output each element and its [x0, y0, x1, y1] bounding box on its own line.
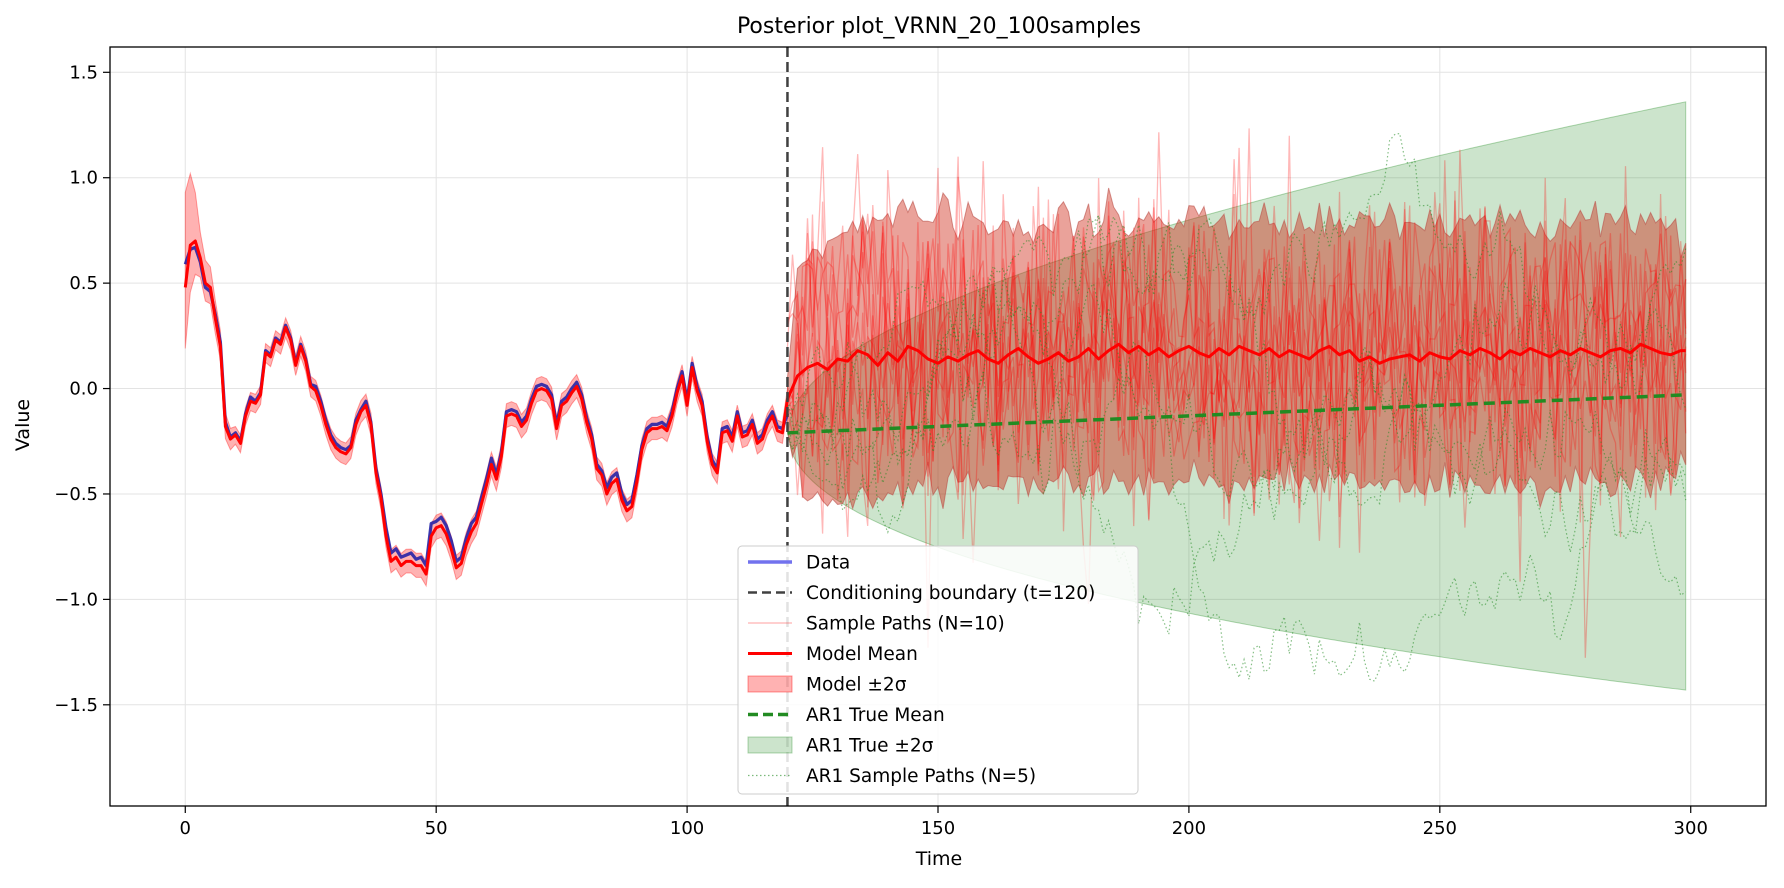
chart-title: Posterior plot_VRNN_20_100samples [737, 14, 1141, 39]
axis-layer: 0 50 100 150 200 250 300 −1.5 −1.0 −0.5 0.0 0.5 1.0 1… [54, 46, 1767, 839]
legend-label: Model ±2σ [806, 675, 907, 696]
sample-path [786, 128, 1687, 523]
x-tick-label: 250 [1423, 818, 1457, 839]
x-axis-label: Time [915, 848, 963, 870]
legend-item: AR1 True Mean [748, 705, 945, 726]
legend-label: Sample Paths (N=10) [806, 614, 1005, 635]
y-tick-label: −1.0 [54, 589, 98, 610]
x-tick-label: 50 [425, 818, 448, 839]
sample-path [786, 193, 1687, 538]
y-tick-label: 1.0 [69, 168, 98, 189]
legend-label: Conditioning boundary (t=120) [806, 583, 1095, 604]
legend-item: Conditioning boundary (t=120) [748, 583, 1095, 604]
legend-item: Data [748, 553, 850, 574]
ar1-sample-path [786, 301, 1687, 516]
y-tick-label: 0.0 [69, 379, 98, 400]
legend-label: AR1 True ±2σ [806, 736, 934, 757]
legend-item: AR1 True ±2σ [747, 736, 934, 757]
legend-label: AR1 True Mean [806, 705, 945, 726]
legend-item: Model Mean [748, 644, 918, 665]
legend-label: Data [806, 553, 850, 574]
sample-path [786, 135, 1687, 553]
ar1-mean-line [787, 393, 1686, 435]
sample-path [786, 160, 1687, 563]
legend-item: Sample Paths (N=10) [748, 614, 1005, 635]
y-tick-label: −0.5 [54, 484, 98, 505]
legend-label: AR1 Sample Paths (N=5) [806, 766, 1036, 787]
x-tick-label: 200 [1172, 818, 1206, 839]
sample-path [787, 161, 1687, 537]
sample-path [787, 192, 1687, 548]
legend-item: AR1 Sample Paths (N=5) [748, 766, 1036, 787]
x-tick-label: 100 [670, 818, 704, 839]
sample-path [786, 149, 1687, 532]
y-tick-label: 1.5 [69, 62, 98, 83]
legend-label: Model Mean [806, 644, 918, 665]
model-mean-line [183, 239, 1686, 576]
sample-path [786, 147, 1687, 534]
data-line [183, 245, 790, 568]
y-axis-label: Value [12, 399, 34, 451]
legend-item: Model ±2σ [747, 675, 907, 696]
x-tick-label: 150 [921, 818, 955, 839]
x-tick-label: 300 [1674, 818, 1708, 839]
ar1-sample-path [786, 272, 1687, 682]
legend: Data Conditioning boundary (t=120) Sample … [737, 545, 1139, 795]
legend-box [737, 545, 1139, 795]
x-tick-label: 0 [180, 818, 191, 839]
legend-swatch-ar1-band [747, 736, 793, 754]
legend-swatch-band [747, 675, 793, 693]
y-tick-label: −1.5 [54, 695, 98, 716]
y-tick-label: 0.5 [69, 273, 98, 294]
